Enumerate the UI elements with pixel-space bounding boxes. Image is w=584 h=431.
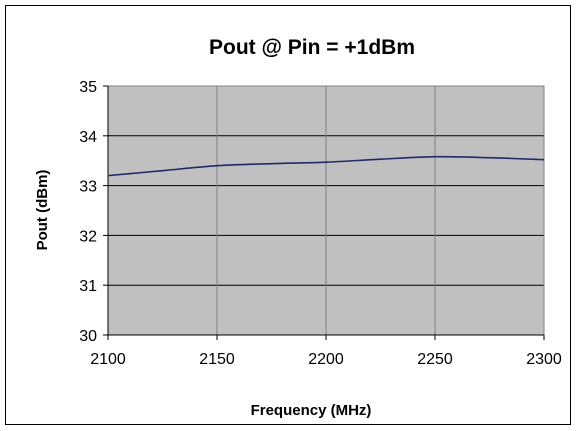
x-tick-label-1: 2150 (199, 351, 235, 368)
x-tick-label-2: 2200 (308, 351, 344, 368)
y-axis-label: Pout (dBm) (34, 170, 51, 251)
y-tick-label-2: 32 (79, 228, 97, 245)
y-tick-label-0: 30 (79, 328, 97, 345)
x-tick-label-4: 2300 (526, 351, 562, 368)
x-tick-label-0: 2100 (90, 351, 126, 368)
y-tick-label-1: 31 (79, 278, 97, 295)
x-tick-label-3: 2250 (417, 351, 453, 368)
y-tick-label-4: 34 (79, 129, 97, 146)
x-axis-label: Frequency (MHz) (251, 402, 372, 419)
y-tick-label-3: 33 (79, 179, 97, 196)
y-tick-label-5: 35 (79, 79, 97, 96)
chart-title: Pout @ Pin = +1dBm (209, 36, 415, 59)
plot-area: 30 31 32 33 34 35 2100 2150 2200 2250 2300 (79, 79, 562, 368)
series-line-0 (107, 155, 545, 177)
